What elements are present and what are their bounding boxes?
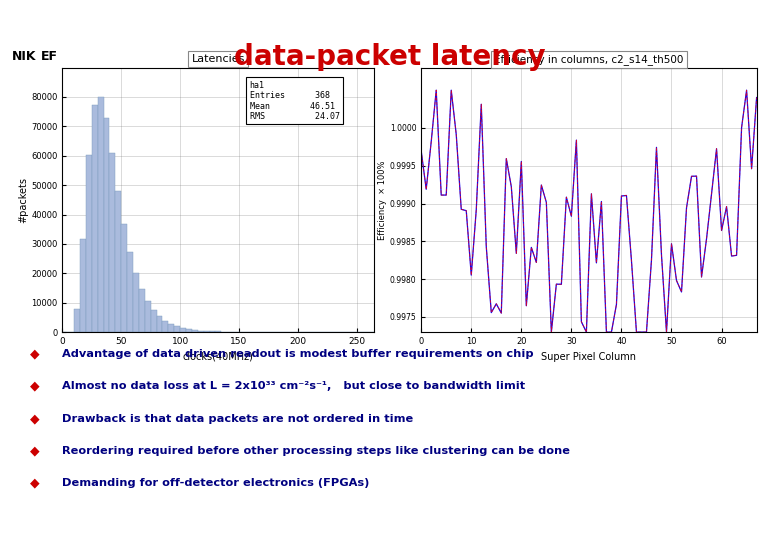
X-axis label: clocks(40MHz): clocks(40MHz)	[183, 352, 254, 361]
Bar	[192, 330, 198, 332]
Bar	[109, 153, 115, 332]
Text: NIK: NIK	[12, 50, 36, 63]
Bar	[121, 224, 127, 332]
Title: Efficiency in columns, c2_s14_th500: Efficiency in columns, c2_s14_th500	[495, 54, 683, 65]
Text: ha1
Entries      368
Mean        46.51
RMS          24.07: ha1 Entries 368 Mean 46.51 RMS 24.07	[250, 80, 339, 121]
Text: Martin van Beuzekom: Martin van Beuzekom	[12, 519, 125, 529]
Title: Latencies: Latencies	[192, 54, 245, 64]
Bar	[198, 330, 204, 332]
Text: Almost no data loss at L = 2x10³³ cm⁻²s⁻¹,   but close to bandwidth limit: Almost no data loss at L = 2x10³³ cm⁻²s⁻…	[62, 381, 526, 391]
Bar	[145, 301, 151, 332]
Bar	[139, 289, 145, 332]
Bar	[92, 105, 98, 332]
Bar	[104, 118, 109, 332]
Text: Advantage of data driven readout is modest buffer requirements on chip: Advantage of data driven readout is mode…	[62, 349, 534, 359]
Bar	[86, 156, 92, 332]
Bar	[157, 316, 162, 332]
Bar	[151, 310, 157, 332]
Text: LHCb VeloPix, Pixel2012, 5 Sep 2012: LHCb VeloPix, Pixel2012, 5 Sep 2012	[295, 519, 485, 529]
Y-axis label: Efficiency  × 100%: Efficiency × 100%	[378, 160, 387, 240]
Bar	[74, 309, 80, 332]
Bar	[162, 321, 168, 332]
X-axis label: Super Pixel Column: Super Pixel Column	[541, 352, 636, 361]
Text: Demanding for off-detector electronics (FPGAs): Demanding for off-detector electronics (…	[62, 478, 370, 488]
Bar	[168, 324, 174, 332]
Bar	[98, 97, 104, 332]
Bar	[127, 252, 133, 332]
Bar	[174, 326, 180, 332]
Text: EF: EF	[41, 50, 58, 63]
Text: ◆: ◆	[30, 412, 40, 425]
Text: Reordering required before other processing steps like clustering can be done: Reordering required before other process…	[62, 446, 570, 456]
Bar	[80, 239, 86, 332]
Bar	[133, 273, 139, 332]
Y-axis label: #packets: #packets	[19, 177, 28, 223]
Text: ◆: ◆	[30, 477, 40, 490]
Bar	[210, 331, 215, 332]
Bar	[180, 328, 186, 332]
Text: ◆: ◆	[30, 380, 40, 393]
Text: ◆: ◆	[30, 444, 40, 457]
Bar	[204, 331, 210, 332]
Bar	[186, 329, 192, 332]
Text: data-packet latency: data-packet latency	[234, 43, 546, 71]
Text: Drawback is that data packets are not ordered in time: Drawback is that data packets are not or…	[62, 414, 413, 423]
Text: 15: 15	[744, 518, 760, 531]
Bar	[115, 191, 121, 332]
Text: ◆: ◆	[30, 347, 40, 360]
